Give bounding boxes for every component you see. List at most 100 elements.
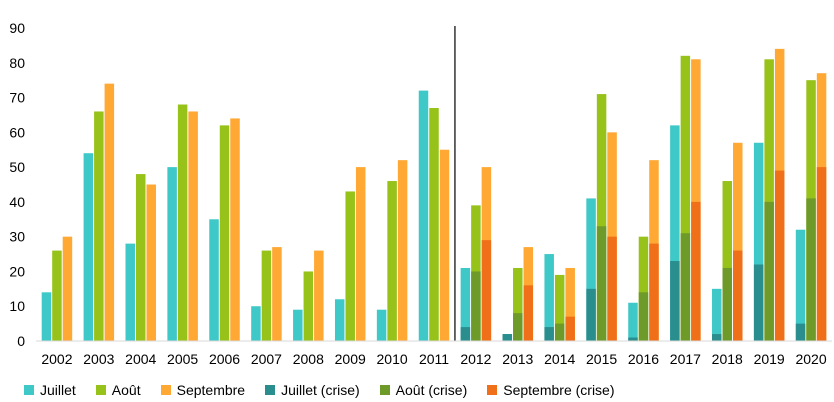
bar [83, 153, 94, 341]
crisis-bar [544, 327, 554, 341]
bar [261, 250, 272, 341]
bar [177, 104, 188, 341]
bar [513, 267, 523, 341]
x-tick-label: 2014 [544, 351, 575, 367]
crisis-bar [733, 250, 743, 341]
bar [355, 167, 366, 341]
legend-label: Septembre (crise) [503, 382, 615, 398]
crisis-bar [628, 337, 638, 341]
y-tick-label: 10 [9, 298, 25, 314]
legend-label: Septembre [176, 382, 246, 398]
bar [680, 55, 691, 341]
bar [544, 254, 554, 341]
bar-chart: 0 10 20 30 40 50 60 70 80 90 2002 2003 2004 2005 2006… [9, 20, 832, 367]
x-tick-label: 2008 [293, 351, 324, 367]
bar [94, 111, 104, 341]
crisis-bar [523, 285, 534, 341]
crisis-bar [680, 233, 691, 341]
bar [439, 149, 450, 341]
x-tick-label: 2015 [586, 351, 617, 367]
y-tick-label: 0 [17, 333, 25, 349]
bar [52, 250, 62, 341]
crisis-bar [502, 334, 513, 341]
crisis-bar [722, 267, 733, 341]
x-tick-label: 2019 [754, 351, 785, 367]
crisis-bar [774, 170, 785, 341]
crisis-bar [607, 236, 617, 341]
y-tick-label: 60 [9, 124, 25, 140]
legend-swatch-aout [95, 385, 106, 395]
x-tick-label: 2007 [251, 351, 282, 367]
x-tick-label: 2011 [419, 351, 449, 367]
bar [209, 219, 219, 341]
crisis-bar [670, 261, 680, 341]
y-tick-label: 90 [9, 20, 25, 36]
legend-swatch-juillet-crise [265, 385, 276, 395]
bar [753, 142, 764, 341]
bar [586, 198, 596, 341]
crisis-bar [554, 323, 565, 341]
crisis-bar [513, 313, 523, 341]
bar [334, 299, 345, 341]
crisis-bar [764, 201, 774, 341]
bar [146, 184, 156, 341]
x-tick-label: 2017 [670, 351, 701, 367]
legend-label: Août [111, 382, 141, 398]
crisis-bar [565, 316, 575, 341]
bar [670, 125, 680, 341]
crisis-bar [795, 323, 806, 341]
bar [188, 111, 198, 341]
x-tick-label: 2010 [377, 351, 408, 367]
bar [303, 271, 314, 341]
bar [293, 309, 303, 341]
bar [607, 132, 617, 341]
legend-item-septembre: Septembre [160, 382, 246, 398]
crisis-bar [586, 288, 596, 341]
x-tick-label: 2002 [41, 351, 72, 367]
bar [230, 118, 240, 341]
legend-item-septembre-crise: Septembre (crise) [487, 382, 615, 398]
crisis-bar [471, 271, 481, 341]
x-tick-label: 2016 [628, 351, 659, 367]
bar [638, 236, 649, 341]
y-tick-label: 40 [9, 194, 25, 210]
crisis-bar [460, 327, 471, 341]
x-tick-label: 2018 [712, 351, 743, 367]
bar [733, 142, 743, 341]
x-tick-label: 2013 [502, 351, 533, 367]
y-tick-label: 30 [9, 229, 25, 245]
bar [628, 302, 638, 341]
bar [429, 107, 439, 341]
legend-label: Août (crise) [395, 382, 468, 398]
legend-swatch-juillet [24, 385, 34, 395]
bar [387, 181, 397, 341]
bar [135, 174, 146, 341]
bar [125, 243, 135, 341]
bar [565, 267, 575, 341]
bar [418, 90, 429, 341]
bar [272, 247, 282, 341]
x-tick-label: 2003 [83, 351, 114, 367]
y-tick-label: 20 [9, 263, 25, 279]
legend-item-juillet-crise: Juillet (crise) [265, 382, 360, 398]
crisis-bar [816, 167, 827, 341]
legend-swatch-aout-crise [379, 385, 390, 395]
bar [554, 274, 565, 341]
bar [795, 229, 806, 341]
bar [314, 250, 324, 341]
bars-group [41, 48, 827, 342]
legend-swatch-septembre-crise [487, 385, 498, 395]
bar [764, 59, 774, 342]
x-axis: 2002 2003 2004 2005 2006 2007 2008 2009 2010 2011… [41, 351, 826, 367]
bar [722, 181, 733, 341]
crisis-bar [481, 240, 492, 341]
legend-item-juillet: Juillet [24, 382, 76, 398]
bar [41, 292, 52, 341]
legend-item-aout: Août [95, 382, 141, 398]
x-tick-label: 2005 [167, 351, 198, 367]
legend-label: Juillet (crise) [281, 382, 360, 398]
crisis-bar [691, 201, 701, 341]
x-tick-label: 2004 [125, 351, 156, 367]
x-tick-label: 2009 [335, 351, 366, 367]
crisis-bar [596, 226, 607, 341]
